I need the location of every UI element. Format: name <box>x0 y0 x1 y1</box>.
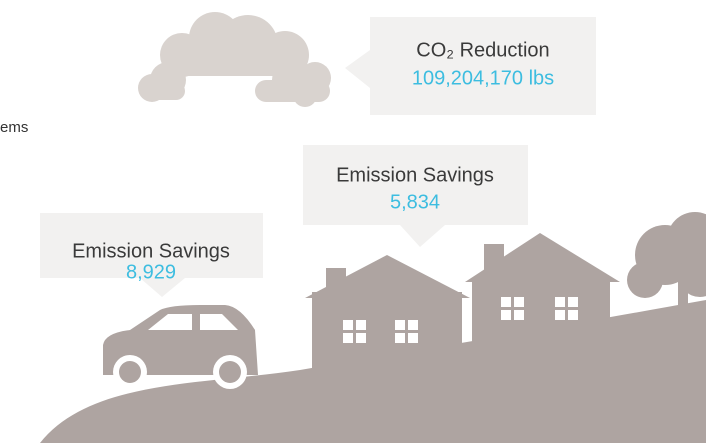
callout-label: CO₂ Reduction <box>416 39 549 61</box>
callout-value: 8,929 <box>126 261 176 283</box>
house <box>465 233 620 358</box>
car <box>103 305 258 389</box>
callout-label: Emission Savings <box>336 164 494 186</box>
house-windows <box>501 297 578 320</box>
callout-label: Emission Savings <box>72 240 230 262</box>
side-text: ems <box>0 119 28 136</box>
house-windows <box>343 320 418 343</box>
clouds <box>138 12 331 107</box>
tree <box>627 212 706 315</box>
callout-value: 5,834 <box>390 191 440 213</box>
callout-box <box>303 145 528 247</box>
callout-box <box>345 17 596 115</box>
callout-value: 109,204,170 lbs <box>412 67 554 89</box>
callout-box <box>40 213 263 297</box>
house <box>305 255 470 382</box>
